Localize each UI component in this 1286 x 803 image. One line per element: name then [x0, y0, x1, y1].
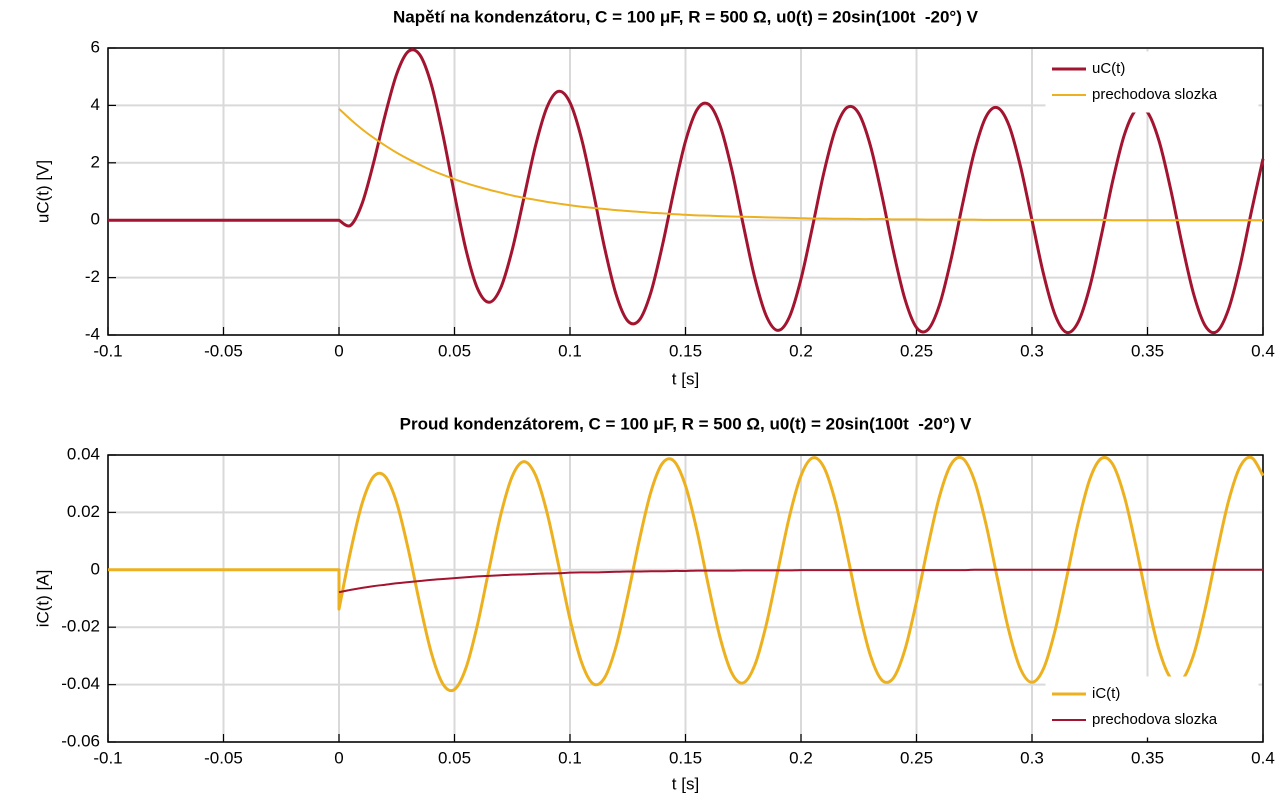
x-axis-label: t [s] [672, 774, 699, 793]
y-tick-label: 0.02 [67, 502, 100, 521]
y-tick-label: 6 [91, 37, 100, 56]
x-tick-label: 0.4 [1251, 341, 1275, 360]
y-tick-label: -0.04 [61, 674, 100, 693]
y-tick-label: 0 [91, 559, 100, 578]
x-tick-label: -0.1 [93, 341, 122, 360]
chart-title: Napětí na kondenzátoru, C = 100 μF, R = … [393, 7, 979, 26]
x-tick-label: 0.15 [669, 341, 702, 360]
y-tick-label: -0.06 [61, 731, 100, 750]
y-tick-label: -4 [85, 324, 100, 343]
x-tick-label: 0.1 [558, 748, 582, 767]
x-tick-label: 0 [334, 748, 343, 767]
x-tick-label: 0.05 [438, 341, 471, 360]
y-tick-label: -2 [85, 267, 100, 286]
x-tick-label: 0.15 [669, 748, 702, 767]
data-line [107, 48, 1265, 335]
chart-title: Proud kondenzátorem, C = 100 μF, R = 500… [400, 414, 972, 433]
y-tick-label: 0 [91, 210, 100, 229]
legend-label: prechodova slozka [1092, 711, 1218, 728]
x-tick-label: -0.1 [93, 748, 122, 767]
x-axis-label: t [s] [672, 369, 699, 388]
x-tick-label: 0.4 [1251, 748, 1275, 767]
y-tick-label: -0.02 [61, 617, 100, 636]
legend-label: uC(t) [1092, 60, 1125, 77]
x-tick-label: 0 [334, 341, 343, 360]
x-tick-label: 0.25 [900, 748, 933, 767]
x-tick-label: -0.05 [204, 748, 243, 767]
x-tick-label: -0.05 [204, 341, 243, 360]
y-axis-label: uC(t) [V] [33, 160, 52, 223]
legend-label: iC(t) [1092, 685, 1120, 702]
y-tick-label: 2 [91, 152, 100, 171]
data-line [338, 108, 1263, 222]
plot-box [107, 47, 1264, 336]
x-tick-label: 0.3 [1020, 341, 1044, 360]
legend: iC(t) prechodova slozka [1045, 676, 1259, 738]
x-tick-label: 0.35 [1131, 341, 1164, 360]
x-tick-label: 0.05 [438, 748, 471, 767]
x-tick-label: 0.1 [558, 341, 582, 360]
y-tick-label: 0.04 [67, 444, 100, 463]
plot-box [107, 454, 1264, 743]
y-axis-label: iC(t) [A] [33, 570, 52, 628]
legend-box [1045, 51, 1259, 113]
x-tick-label: 0.35 [1131, 748, 1164, 767]
x-tick-label: 0.2 [789, 748, 813, 767]
y-tick-label: 4 [91, 95, 100, 114]
x-tick-label: 0.2 [789, 341, 813, 360]
data-line [108, 455, 1265, 693]
legend-label: prechodova slozka [1092, 86, 1218, 103]
legend-box [1045, 676, 1259, 738]
x-tick-label: 0.25 [900, 341, 933, 360]
x-tick-label: 0.3 [1020, 748, 1044, 767]
data-line [338, 568, 1263, 594]
legend: uC(t) prechodova slozka [1045, 51, 1259, 113]
